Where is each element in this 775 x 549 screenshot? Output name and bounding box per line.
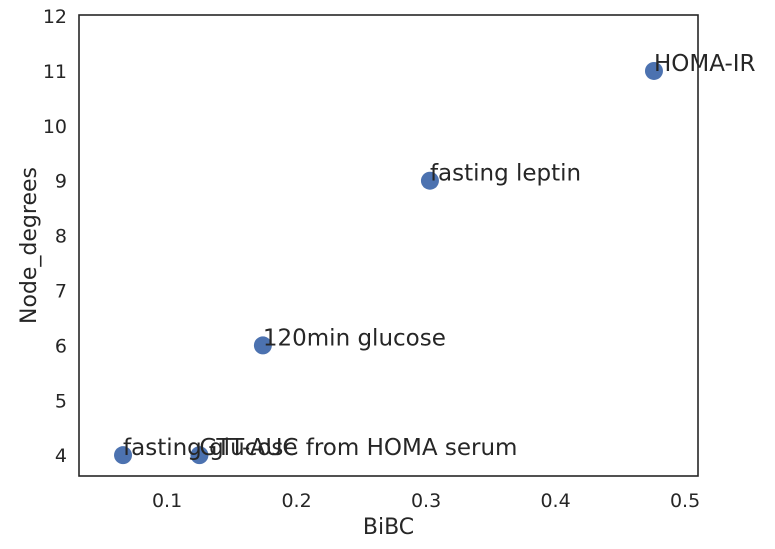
scatter-point xyxy=(253,336,272,355)
y-tick-label: 5 xyxy=(55,390,67,412)
y-tick-label: 10 xyxy=(43,116,67,138)
y-tick-label: 6 xyxy=(55,335,67,357)
y-tick-labels: 4 5 6 7 8 9 10 11 12 xyxy=(43,6,67,467)
x-tick-label: 0.4 xyxy=(540,490,570,512)
scatter-point xyxy=(644,61,663,80)
y-tick-label: 8 xyxy=(55,226,67,248)
y-tick-label: 12 xyxy=(43,6,67,28)
x-tick-label: 0.3 xyxy=(411,490,441,512)
scatter-point xyxy=(190,446,209,465)
point-label: GTT-AUC from HOMA serum xyxy=(199,435,517,461)
y-axis-title: Node_degrees xyxy=(17,167,42,324)
y-tick-label: 11 xyxy=(43,61,67,83)
data-points xyxy=(114,61,663,465)
x-axis-title: BiBC xyxy=(363,515,414,540)
y-tick-label: 9 xyxy=(55,171,67,193)
point-label: fasting leptin xyxy=(430,161,581,187)
point-label: 120min glucose xyxy=(263,325,446,351)
point-label: fasting glucose xyxy=(123,435,298,461)
plot-frame xyxy=(78,14,699,477)
y-tick-label: 4 xyxy=(55,445,67,467)
y-tick-label: 7 xyxy=(55,281,67,303)
point-label: HOMA-IR xyxy=(654,51,756,77)
scatter-point xyxy=(114,446,133,465)
scatter-point xyxy=(420,171,439,190)
x-tick-labels: 0.1 0.2 0.3 0.4 0.5 xyxy=(152,490,700,512)
x-tick-label: 0.2 xyxy=(281,490,311,512)
x-tick-label: 0.5 xyxy=(670,490,700,512)
x-tick-label: 0.1 xyxy=(152,490,182,512)
